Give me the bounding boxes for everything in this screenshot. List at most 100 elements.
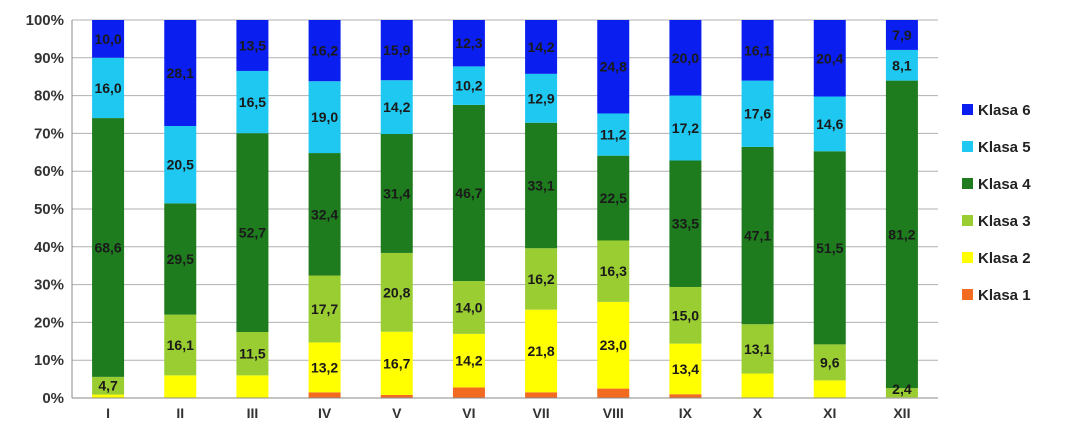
- y-tick-label: 80%: [34, 88, 64, 105]
- data-label: 17,2: [672, 120, 699, 136]
- x-tick-label: VII: [533, 405, 550, 421]
- data-label: 20,5: [167, 157, 194, 173]
- data-label: 14,2: [527, 39, 554, 55]
- x-tick-label: III: [247, 405, 259, 421]
- bar-segment: [308, 20, 341, 82]
- bar-segment: [236, 20, 269, 71]
- legend-label: Klasa 1: [978, 287, 1031, 304]
- bar-segment: [308, 275, 341, 343]
- bar-segment: [597, 155, 630, 241]
- x-tick-label: XII: [893, 405, 910, 421]
- data-label: 13,4: [672, 361, 699, 377]
- bar-segment: [380, 252, 413, 332]
- data-label: 47,1: [744, 228, 771, 244]
- data-label: 31,4: [383, 185, 410, 201]
- legend-swatch: [962, 141, 973, 152]
- bar-segment: [308, 342, 341, 393]
- x-tick-label: II: [176, 405, 184, 421]
- data-label: 52,7: [239, 225, 266, 241]
- data-label: 16,0: [94, 80, 121, 96]
- data-label: 33,1: [527, 177, 554, 193]
- legend-swatch: [962, 252, 973, 263]
- data-label: 28,1: [167, 65, 194, 81]
- data-label: 20,0: [672, 50, 699, 66]
- bar-segment: [164, 20, 197, 127]
- data-label: 29,5: [167, 251, 194, 267]
- data-label: 32,4: [311, 206, 338, 222]
- bar-segment: [813, 96, 846, 152]
- bar-segment: [813, 380, 846, 398]
- bar-segment: [452, 333, 485, 388]
- data-label: 19,0: [311, 109, 338, 125]
- bar-segment: [164, 126, 197, 204]
- data-label: 11,2: [600, 127, 627, 143]
- data-label: 12,9: [527, 90, 554, 106]
- data-label: 33,5: [672, 216, 699, 232]
- bar-segment: [741, 324, 774, 374]
- bar-segment: [597, 113, 630, 156]
- data-label: 13,2: [311, 359, 338, 375]
- y-tick-label: 40%: [34, 239, 64, 256]
- bar-segment: [236, 70, 269, 134]
- data-label: 20,4: [816, 50, 843, 66]
- legend-swatch: [962, 215, 973, 226]
- data-label: 20,8: [383, 284, 410, 300]
- y-tick-label: 100%: [26, 12, 64, 29]
- legend-swatch: [962, 178, 973, 189]
- x-tick-label: X: [753, 405, 763, 421]
- data-label: 14,2: [455, 353, 482, 369]
- bar-segment: [525, 73, 558, 123]
- gridlines: [72, 19, 938, 399]
- bar-segment: [885, 388, 918, 398]
- x-tick-label: VIII: [603, 405, 624, 421]
- bar-segment: [452, 387, 485, 398]
- bar-segment: [92, 20, 125, 58]
- bars: [92, 20, 918, 398]
- bar-segment: [308, 392, 341, 398]
- bar-segment: [452, 104, 485, 282]
- bar-segment: [236, 375, 269, 398]
- bar-segment: [885, 49, 918, 81]
- bar-segment: [813, 20, 846, 97]
- data-label: 16,5: [239, 94, 266, 110]
- data-label: 24,8: [600, 59, 627, 75]
- bar-segment: [92, 118, 125, 377]
- y-tick-label: 70%: [34, 125, 64, 142]
- data-label: 15,0: [672, 307, 699, 323]
- bar-segment: [669, 160, 702, 287]
- x-tick-label: IX: [679, 405, 693, 421]
- data-label: 4,7: [98, 378, 118, 394]
- legend: Klasa 6 Klasa 5 Klasa 4 Klasa 3 Klasa 2 Klasa…: [962, 102, 1031, 304]
- x-tick-label: VI: [462, 405, 475, 421]
- bar-segment: [92, 57, 125, 119]
- data-label: 16,2: [527, 271, 554, 287]
- bar-segment: [164, 375, 197, 398]
- bar-segment: [597, 20, 630, 114]
- bar-segment: [308, 81, 341, 154]
- data-label: 46,7: [455, 185, 482, 201]
- bar-segment: [452, 20, 485, 67]
- data-label: 10,2: [455, 78, 482, 94]
- bar-segment: [380, 394, 413, 398]
- data-label: 81,2: [888, 226, 915, 242]
- bar-segment: [669, 343, 702, 395]
- bar-segment: [741, 20, 774, 81]
- bar-segment: [597, 388, 630, 398]
- data-label: 68,6: [94, 239, 121, 255]
- data-label: 10,0: [94, 31, 121, 47]
- legend-label: Klasa 4: [978, 176, 1031, 193]
- bar-segment: [885, 80, 918, 389]
- bar-segment: [669, 20, 702, 96]
- bar-segment: [597, 301, 630, 389]
- legend-swatch: [962, 289, 973, 300]
- data-label: 17,6: [744, 106, 771, 122]
- data-label: 14,0: [455, 299, 482, 315]
- bar-segment: [525, 248, 558, 310]
- data-label: 23,0: [600, 337, 627, 353]
- bar-segment: [92, 394, 125, 398]
- bar-segment: [380, 331, 413, 395]
- bar-segment: [452, 281, 485, 334]
- bar-segment: [236, 331, 269, 376]
- x-tick-label: V: [392, 405, 402, 421]
